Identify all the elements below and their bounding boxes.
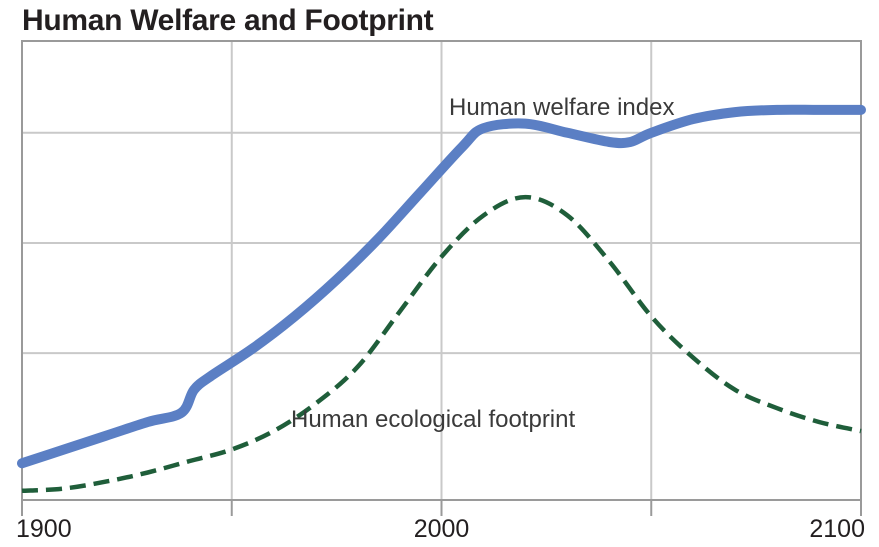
x-tick-label: 2100 xyxy=(809,515,865,543)
x-tick-label: 2000 xyxy=(414,515,470,543)
x-axis-ticks: 1900 2000 2100 xyxy=(16,500,865,543)
x-tick-label: 1900 xyxy=(16,515,72,543)
series-line-ecological-footprint xyxy=(21,194,862,494)
chart-title: Human Welfare and Footprint xyxy=(22,4,434,37)
chart-grid xyxy=(22,41,861,500)
chart-series xyxy=(17,104,866,494)
annotation-footprint: Human ecological footprint xyxy=(291,406,575,433)
series-line-welfare-index xyxy=(17,104,866,469)
annotation-welfare: Human welfare index xyxy=(449,94,674,121)
